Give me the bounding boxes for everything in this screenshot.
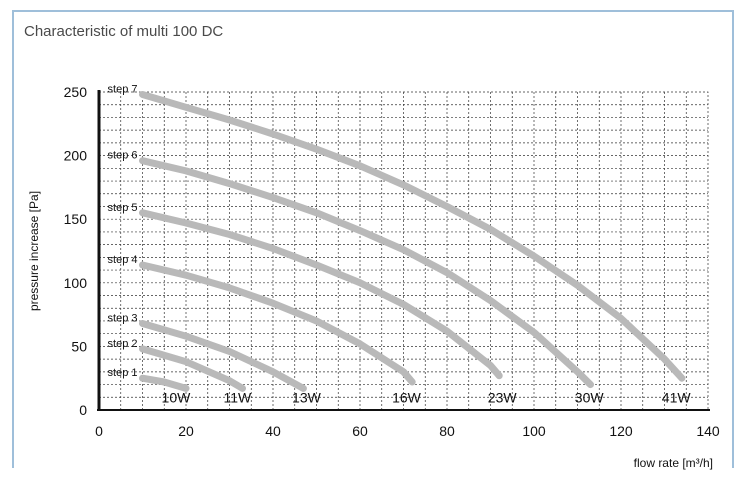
power-label: 11W bbox=[224, 389, 253, 405]
y-tick-label: 250 bbox=[64, 84, 88, 100]
grid-border bbox=[98, 91, 709, 411]
power-label: 16W bbox=[392, 389, 422, 405]
series-line-step-7 bbox=[139, 91, 686, 382]
axes bbox=[97, 90, 710, 411]
series-line-step-1 bbox=[139, 374, 190, 392]
series-label-step-4: step 4 bbox=[108, 254, 138, 266]
power-label: 41W bbox=[662, 389, 692, 405]
series-line-step-4 bbox=[139, 261, 416, 386]
series-label-step-6: step 6 bbox=[108, 150, 138, 162]
y-tick-label: 50 bbox=[71, 338, 87, 354]
series-line-step-6 bbox=[139, 157, 594, 389]
y-axis-label: pressure increase [Pa] bbox=[27, 191, 41, 311]
x-tick-label: 60 bbox=[352, 423, 368, 439]
series-line-step-3 bbox=[139, 320, 307, 392]
y-tick-label: 200 bbox=[64, 148, 88, 164]
x-tick-label: 40 bbox=[265, 423, 281, 439]
series-label-step-3: step 3 bbox=[108, 313, 138, 325]
chart-title: Characteristic of multi 100 DC bbox=[24, 23, 224, 40]
y-tick-label: 100 bbox=[64, 275, 88, 291]
x-tick-label: 80 bbox=[439, 423, 455, 439]
x-tick-label: 140 bbox=[696, 423, 720, 439]
x-tick-label: 0 bbox=[95, 423, 103, 439]
x-tick-label: 100 bbox=[522, 423, 546, 439]
curves bbox=[139, 91, 686, 392]
series-label-step-5: step 5 bbox=[108, 202, 138, 214]
power-label: 13W bbox=[292, 389, 322, 405]
x-tick-label: 120 bbox=[609, 423, 633, 439]
series-label-step-1: step 1 bbox=[108, 367, 138, 379]
power-label: 10W bbox=[162, 389, 192, 405]
x-tick-label: 20 bbox=[178, 423, 194, 439]
x-axis-label: flow rate [m³/h] bbox=[634, 456, 713, 470]
power-label: 23W bbox=[488, 389, 518, 405]
y-tick-label: 0 bbox=[79, 402, 87, 418]
series-label-step-2: step 2 bbox=[108, 338, 138, 350]
y-tick-label: 150 bbox=[64, 211, 88, 227]
labels: 0 20 40 60 80 100 120 140 0 50 100 150 200 250 step 1 s… bbox=[64, 84, 720, 439]
series-line-step-2 bbox=[139, 345, 246, 392]
power-label: 30W bbox=[575, 389, 605, 405]
series-label-step-7: step 7 bbox=[108, 84, 138, 96]
series-line-step-5 bbox=[139, 209, 503, 380]
